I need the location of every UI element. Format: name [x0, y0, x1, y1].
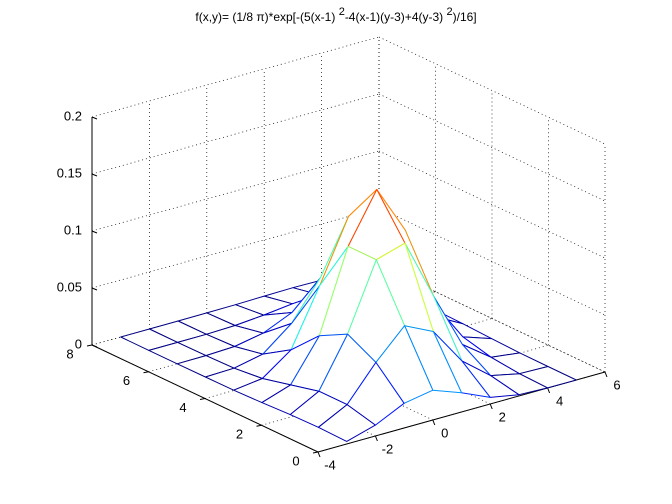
y-tick-label: 2 — [236, 427, 243, 442]
title-superscript: 2 — [446, 6, 452, 18]
x-tick — [547, 387, 551, 394]
y-tick — [199, 398, 206, 400]
grid-line — [91, 207, 380, 289]
title-part: f(x,y)= (1/8 π)*exp[-(5(x-1) — [195, 10, 338, 24]
x-tick — [317, 451, 321, 458]
y-tick — [86, 344, 93, 347]
z-tick-label: 0.05 — [57, 279, 82, 294]
z-tick — [91, 287, 98, 291]
x-tick — [604, 371, 608, 378]
y-tick — [312, 451, 319, 454]
title-superscript: 2 — [339, 6, 345, 18]
grid-line — [378, 264, 606, 373]
z-tick-label: 0.2 — [64, 108, 82, 123]
x-tick-label: 0 — [441, 425, 448, 440]
y-tick-label: 6 — [123, 373, 130, 388]
y-tick — [143, 371, 149, 374]
z-tick — [91, 173, 98, 177]
mesh-cell — [317, 404, 376, 442]
y-tick-label: 0 — [292, 453, 299, 468]
grid-line — [378, 207, 606, 316]
grid-line — [378, 36, 606, 145]
x-tick-label: 6 — [613, 377, 620, 392]
y-tick-label: 4 — [179, 400, 186, 415]
z-tick-label: 0 — [75, 336, 82, 351]
x-tick-label: 4 — [556, 393, 563, 408]
x-tick-label: 2 — [499, 409, 506, 424]
z-tick — [91, 344, 98, 348]
grid-line — [91, 150, 380, 232]
grid-line — [91, 93, 380, 175]
y-tick — [256, 424, 262, 427]
x-tick — [489, 403, 493, 410]
z-tick — [91, 230, 98, 234]
z-tick-label: 0.1 — [64, 222, 82, 237]
x-tick-label: -2 — [382, 441, 394, 456]
y-tick-label: 8 — [66, 346, 73, 361]
x-tick — [374, 435, 378, 442]
title-part: )/16] — [453, 10, 477, 24]
grid-line — [91, 36, 380, 118]
chart-title: f(x,y)= (1/8 π)*exp[-(5(x-1) 2-4(x-1)(y-… — [195, 6, 476, 24]
title-part: -4(x-1)(y-3)+4(y-3) — [345, 10, 447, 24]
grid-line — [378, 150, 606, 259]
x-tick — [432, 419, 436, 426]
x-tick-label: -4 — [324, 457, 336, 472]
z-tick-label: 0.15 — [57, 165, 82, 180]
z-tick — [91, 116, 98, 120]
grid-line — [378, 93, 606, 202]
